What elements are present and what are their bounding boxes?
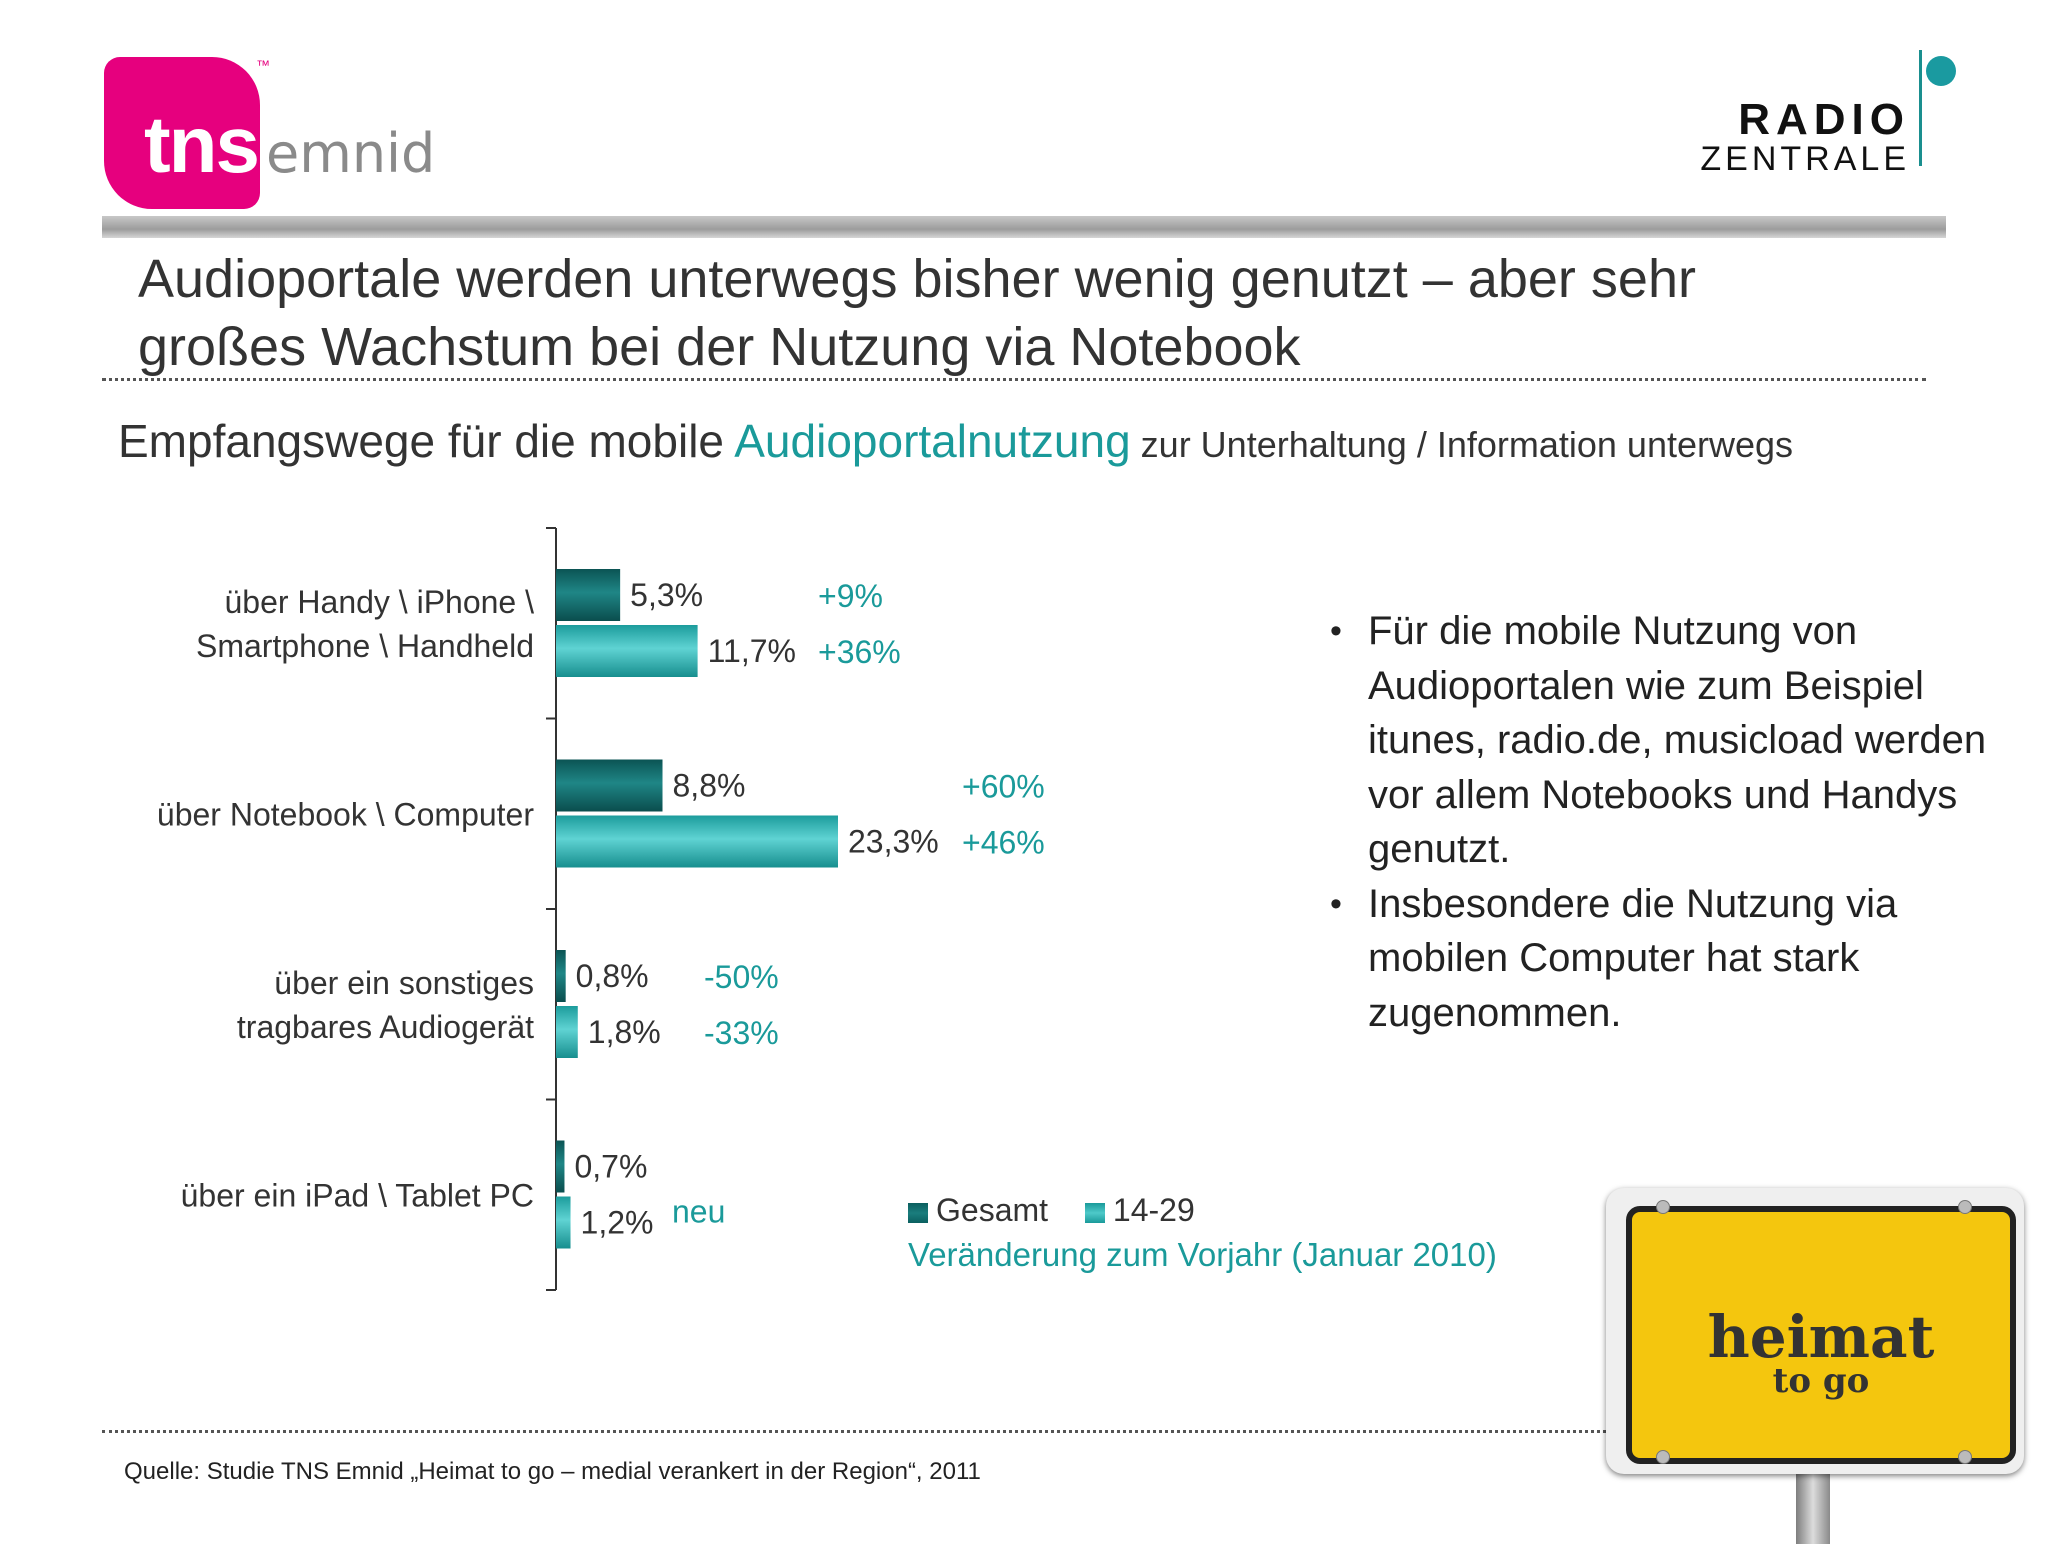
tns-logo-box	[104, 57, 260, 209]
sign-bolt	[1958, 1200, 1972, 1214]
category-label: Smartphone \ Handheld	[196, 628, 534, 664]
tns-emnid-text: emnid	[266, 122, 436, 185]
tns-emnid-logo: tns ™ emnid	[104, 57, 504, 217]
change-label: +9%	[818, 578, 883, 614]
change-label: -33%	[704, 1015, 779, 1051]
source-note: Quelle: Studie TNS Emnid „Heimat to go –…	[124, 1458, 981, 1485]
bar-gesamt	[556, 569, 621, 621]
bar-14-29	[556, 1006, 578, 1058]
legend-label-gesamt: Gesamt	[936, 1192, 1049, 1228]
bar-gesamt	[556, 759, 663, 812]
sign-subword: to go	[1772, 1361, 1870, 1401]
category-label: über ein iPad \ Tablet PC	[181, 1178, 534, 1214]
sign-plate: heimat to go	[1626, 1206, 2016, 1464]
sign-bolt	[1958, 1450, 1972, 1464]
radio-logo-line	[1919, 50, 1922, 166]
sign-bolt	[1656, 1200, 1670, 1214]
radio-logo-word: RADIO	[1738, 95, 1910, 144]
heimat-to-go-sign: heimat to go	[1600, 1184, 2030, 1544]
slide-title: Audioportale werden unterwegs bisher wen…	[138, 245, 1838, 381]
legend-label-14-29: 14-29	[1112, 1192, 1195, 1228]
change-label: +36%	[818, 634, 901, 670]
change-label: +46%	[962, 825, 1045, 861]
legend-item-14-29: 14-29	[1084, 1192, 1195, 1229]
zentrale-logo-word: ZENTRALE	[1700, 140, 1910, 178]
data-label: 0,8%	[576, 958, 649, 994]
legend-item-gesamt: Gesamt	[908, 1192, 1048, 1229]
category-label: über Handy \ iPhone \	[224, 584, 534, 620]
legend-change-note: Veränderung zum Vorjahr (Januar 2010)	[908, 1236, 1497, 1273]
title-line-1: Audioportale werden unterwegs bisher wen…	[138, 249, 1696, 309]
sign-bolt	[1656, 1450, 1670, 1464]
data-label: 23,3%	[848, 824, 939, 860]
data-label: 1,2%	[581, 1205, 654, 1241]
sign-word: heimat	[1707, 1303, 1935, 1371]
bullet-item: Für die mobile Nutzung von Audioportalen…	[1330, 604, 2010, 877]
data-label: 0,7%	[574, 1149, 647, 1185]
category-label: über Notebook \ Computer	[157, 797, 534, 833]
chart-legend: Gesamt 14-29	[908, 1192, 1223, 1229]
bar-gesamt	[556, 1140, 565, 1193]
legend-swatch-gesamt	[908, 1202, 928, 1223]
bullet-item: Insbesondere die Nutzung via mobilen Com…	[1330, 877, 2010, 1041]
change-label: +60%	[962, 769, 1045, 805]
change-label: neu	[672, 1194, 725, 1230]
data-label: 8,8%	[673, 768, 746, 804]
bar-14-29	[556, 1196, 571, 1249]
change-label: -50%	[704, 959, 779, 995]
tns-logo-text: tns	[144, 100, 260, 189]
radio-logo-dot	[1926, 56, 1956, 86]
bar-14-29	[556, 625, 698, 677]
subtitle-part-2: zur Unterhaltung / Information unterwegs	[1130, 424, 1794, 465]
tns-trademark: ™	[256, 57, 270, 73]
footer-separator	[102, 1430, 1612, 1433]
data-label: 1,8%	[588, 1014, 661, 1050]
data-label: 5,3%	[630, 577, 703, 613]
title-line-2: großes Wachstum bei der Nutzung via Note…	[138, 317, 1301, 377]
sign-frame: heimat to go	[1606, 1188, 2024, 1474]
legend-swatch-14-29	[1084, 1202, 1105, 1223]
title-separator	[102, 378, 1926, 381]
header-bar	[102, 216, 1946, 238]
bar-gesamt	[556, 950, 566, 1002]
category-label: über ein sonstiges	[274, 965, 534, 1001]
category-label: tragbares Audiogerät	[237, 1009, 534, 1045]
radio-zentrale-logo: RADIO ZENTRALE	[1660, 50, 1970, 176]
data-label: 11,7%	[708, 633, 796, 669]
chart-subtitle: Empfangswege für die mobile Audioportaln…	[118, 414, 2018, 468]
subtitle-part-1: Empfangswege für die mobile	[118, 415, 735, 467]
bar-14-29	[556, 815, 838, 868]
subtitle-accent: Audioportalnutzung	[734, 415, 1131, 467]
sign-pole	[1796, 1464, 1830, 1544]
bullet-list: Für die mobile Nutzung von Audioportalen…	[1330, 604, 2010, 1040]
